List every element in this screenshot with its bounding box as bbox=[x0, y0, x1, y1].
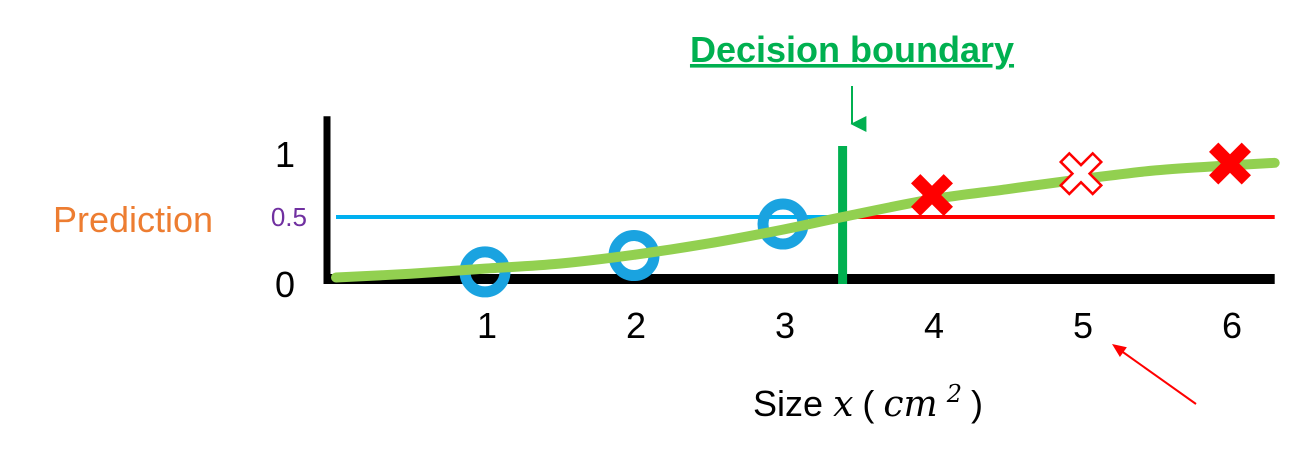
axes bbox=[323, 116, 1275, 284]
y-tick-label: 1 bbox=[275, 134, 295, 175]
annotation-arrow-head bbox=[1112, 344, 1127, 358]
cross-point-hollow bbox=[1058, 151, 1104, 196]
annotation-arrow bbox=[1112, 344, 1197, 405]
x-tick-label: 5 bbox=[1073, 305, 1093, 346]
x-tick-label: 1 bbox=[477, 305, 497, 346]
x-tick-label: 4 bbox=[924, 305, 944, 346]
x-axis-label-var: x bbox=[833, 384, 853, 425]
y-tick-labels: 10.50 bbox=[271, 134, 307, 305]
x-tick-labels: 1 2 3 4 5 6 bbox=[477, 305, 1242, 346]
x-axis-label-open: ( bbox=[862, 383, 874, 424]
x-axis-label-close: ) bbox=[971, 383, 983, 424]
cross-point bbox=[911, 174, 953, 217]
annotation-arrow-line bbox=[1119, 349, 1197, 405]
x-axis-label-unit: cm bbox=[883, 384, 937, 425]
sigmoid-curve bbox=[331, 157, 1280, 283]
x-tick-label: 3 bbox=[775, 305, 795, 346]
cross-point bbox=[1209, 142, 1251, 185]
y-tick-label: 0 bbox=[275, 264, 295, 305]
sigmoid-curve-group bbox=[331, 157, 1280, 283]
x-tick-label: 2 bbox=[626, 305, 646, 346]
y-axis-label: Prediction bbox=[53, 199, 213, 240]
y-tick-label: 0.5 bbox=[271, 202, 307, 232]
x-tick-label: 6 bbox=[1222, 305, 1242, 346]
x-axis-label-prefix: Size bbox=[753, 383, 833, 424]
x-axis-label: Size x ( cm 2 ) bbox=[753, 370, 983, 425]
x-axis-label-exp: 2 bbox=[946, 380, 962, 408]
positive-class-points bbox=[911, 142, 1251, 217]
chart-title: Decision boundary bbox=[690, 29, 1014, 70]
